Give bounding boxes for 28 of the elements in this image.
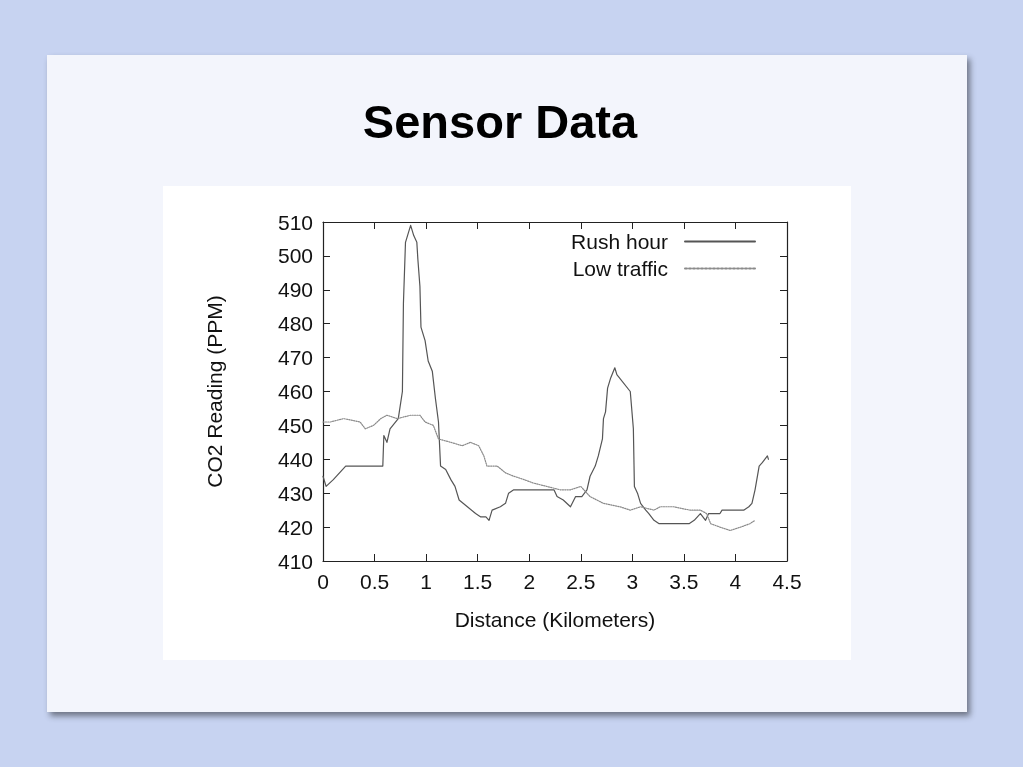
y-tick-label: 430 xyxy=(277,481,313,505)
y-tick-label: 480 xyxy=(277,312,313,336)
y-tick-label: 460 xyxy=(277,380,313,403)
line-series xyxy=(322,224,770,525)
legend-label: Low traffic xyxy=(572,257,668,280)
y-tick-label: 490 xyxy=(277,278,313,302)
y-tick-label: 420 xyxy=(277,515,313,539)
x-tick-label: 3 xyxy=(626,570,639,593)
y-tick-label: 450 xyxy=(277,413,313,437)
x-tick-label: 4.5 xyxy=(772,570,802,593)
y-tick-label: 500 xyxy=(277,244,313,268)
x-tick-label: 3.5 xyxy=(669,570,699,593)
y-tick-label: 470 xyxy=(277,346,313,370)
x-axis-title: Distance (Kilometers) xyxy=(454,608,656,631)
x-tick-label: 1.5 xyxy=(463,570,493,593)
y-tick-label: 410 xyxy=(277,549,313,573)
y-tick-label: 440 xyxy=(277,447,313,471)
y-axis-title: CO2 Reading (PPM) xyxy=(203,295,226,488)
chart-title: Sensor Data xyxy=(361,94,639,150)
x-tick-label: 4 xyxy=(729,570,742,593)
x-tick-label: 2 xyxy=(523,570,536,593)
y-tick-label: 510 xyxy=(277,210,313,234)
x-tick-label: 2.5 xyxy=(566,570,596,593)
x-tick-label: 1 xyxy=(420,570,432,593)
legend-label: Rush hour xyxy=(571,230,669,253)
line-series xyxy=(322,414,756,532)
x-tick-label: 0.5 xyxy=(359,570,390,593)
x-tick-label: 0 xyxy=(317,570,329,593)
